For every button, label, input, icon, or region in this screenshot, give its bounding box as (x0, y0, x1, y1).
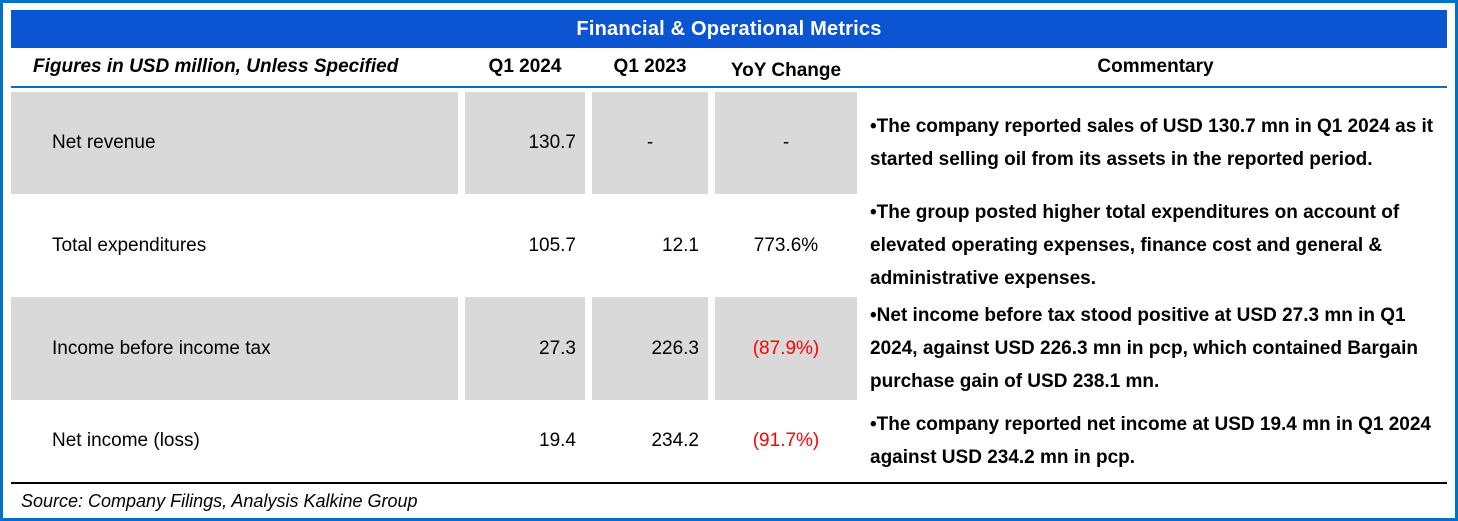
bullet-icon: • (870, 202, 877, 223)
column-header-q1-2024: Q1 2024 (488, 56, 562, 77)
bullet-icon: • (870, 116, 877, 137)
row-label: Net income (loss) (52, 429, 200, 451)
commentary-text: •The group posted higher total expenditu… (870, 202, 1400, 289)
q1-2023-value: - (592, 92, 708, 194)
yoy-change-value: (91.7%) (752, 429, 820, 451)
commentary-cell: •The group posted higher total expenditu… (864, 194, 1447, 297)
q1-2024-value: 105.7 (528, 234, 576, 256)
commentary-text: •The company reported sales of USD 130.7… (870, 116, 1434, 170)
row-label: Total expenditures (52, 234, 207, 256)
commentary-cell: •The company reported net income at USD … (864, 400, 1447, 481)
row-label: Income before income tax (11, 297, 458, 400)
table-row-income-before-tax: Income before income tax 27.3 226.3 (87.… (11, 297, 1447, 400)
column-header-commentary: Commentary (1097, 56, 1214, 77)
column-header-figures: Figures in USD million, Unless Specified (33, 56, 399, 77)
bullet-icon: • (870, 413, 877, 435)
commentary-cell: •Net income before tax stood positive at… (864, 297, 1447, 400)
column-header-row: Figures in USD million, Unless Specified… (11, 48, 1447, 88)
commentary-cell: •The company reported sales of USD 130.7… (864, 92, 1447, 194)
table-title: Financial & Operational Metrics (576, 17, 882, 40)
q1-2024-value: 19.4 (539, 429, 576, 451)
q1-2023-value: 234.2 (651, 429, 699, 451)
q1-2023-value: 12.1 (662, 234, 699, 256)
yoy-change-value: 773.6% (753, 234, 819, 256)
table-row-total-expenditures: Total expenditures 105.7 12.1 773.6% •Th… (11, 194, 1447, 297)
yoy-change-value: (87.9%) (715, 297, 857, 400)
bullet-icon: • (870, 305, 877, 326)
yoy-change-value: - (715, 92, 857, 194)
q1-2024-value: 130.7 (465, 92, 585, 194)
row-label: Net revenue (11, 92, 458, 194)
column-header-yoy-change: YoY Change (730, 60, 842, 81)
q1-2023-value: 226.3 (592, 297, 708, 400)
table-body: Net revenue 130.7 - - •The company repor… (11, 92, 1447, 481)
table-row-net-income-loss: Net income (loss) 19.4 234.2 (91.7%) •Th… (11, 400, 1447, 481)
source-row: Source: Company Filings, Analysis Kalkin… (11, 482, 1447, 518)
commentary-text: •The company reported net income at USD … (870, 413, 1431, 468)
q1-2024-value: 27.3 (465, 297, 585, 400)
commentary-text: •Net income before tax stood positive at… (870, 305, 1418, 392)
column-header-q1-2023: Q1 2023 (613, 56, 687, 77)
table-row-net-revenue: Net revenue 130.7 - - •The company repor… (11, 92, 1447, 194)
source-note: Source: Company Filings, Analysis Kalkin… (21, 490, 418, 511)
table-title-bar: Financial & Operational Metrics (11, 10, 1447, 48)
